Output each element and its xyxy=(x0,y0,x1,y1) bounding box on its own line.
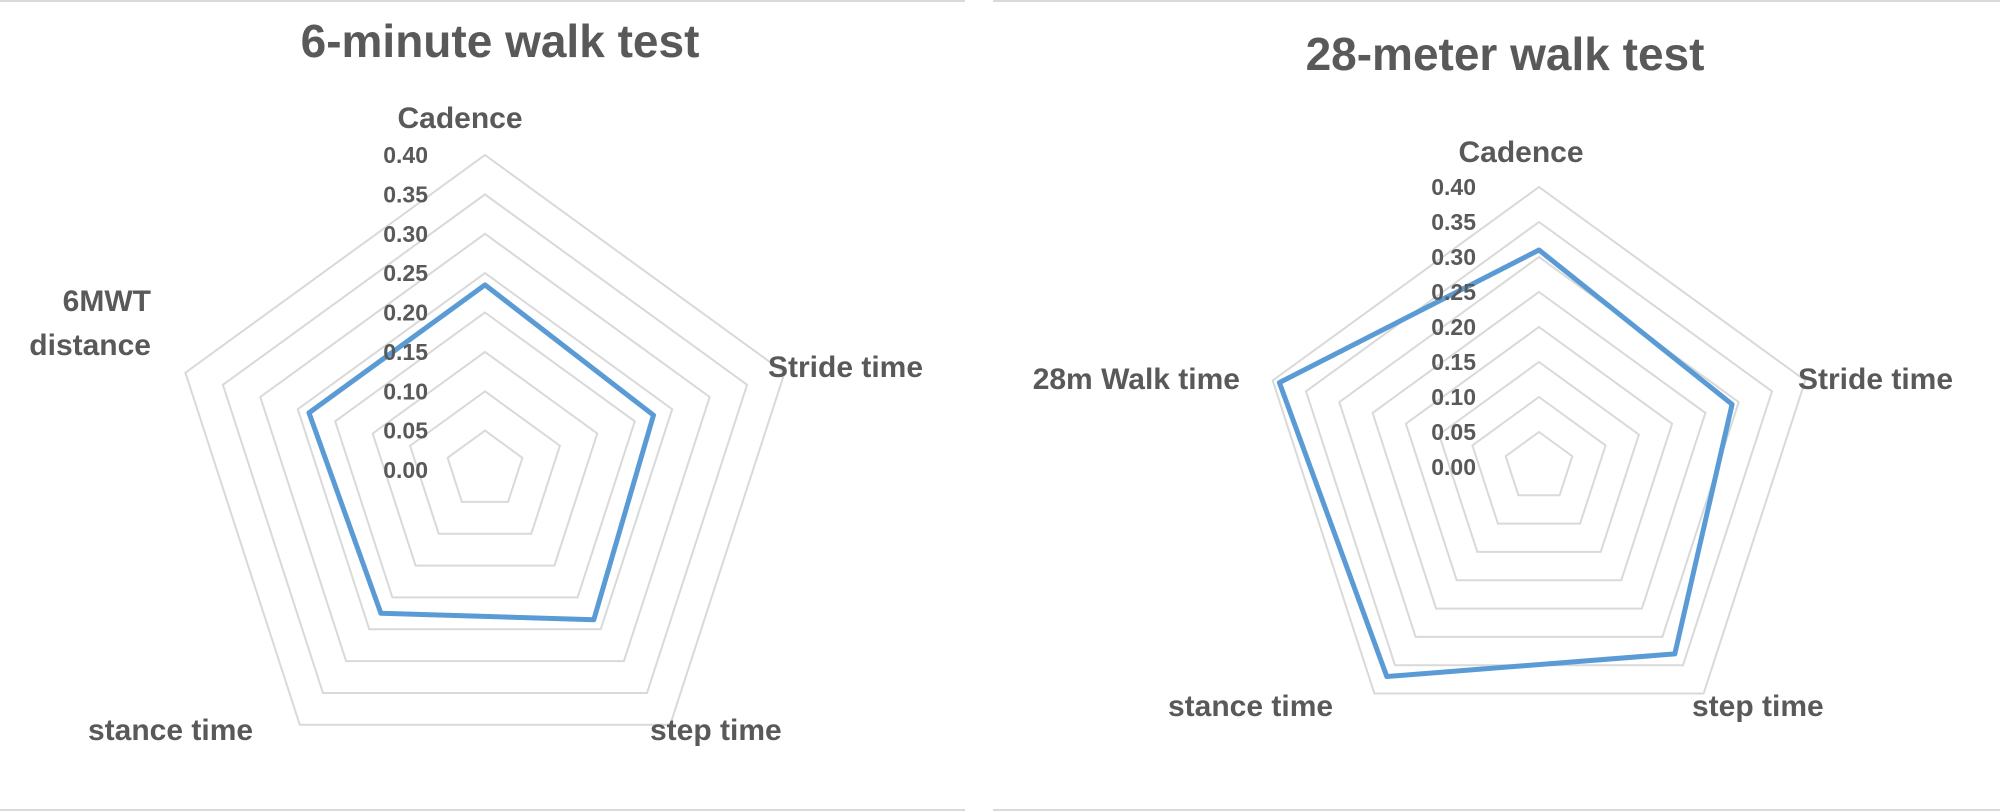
radial-tick-label: 0.05 xyxy=(1431,419,1476,445)
radial-tick-label: 0.35 xyxy=(1431,209,1476,235)
radial-tick-label: 0.40 xyxy=(383,142,428,168)
radial-tick-label: 0.00 xyxy=(1431,454,1476,480)
grid-ring xyxy=(1471,395,1607,525)
radar-grid xyxy=(184,153,786,726)
radar-panel-28m: 28-meter walk test 0.000.050.100.150.200… xyxy=(993,0,2000,811)
category-label: Stride time xyxy=(768,351,923,384)
category-label: stance time xyxy=(88,714,253,747)
radial-tick-labels: 0.00 0.05 0.10 0.15 0.20 0.25 0.30 0.35 0.40 xyxy=(1431,174,1476,480)
radial-tick-label: 0.30 xyxy=(383,221,428,247)
radial-tick-label: 0.25 xyxy=(383,260,428,286)
grid-ring xyxy=(1304,220,1774,667)
radial-tick-label: 0.25 xyxy=(1431,279,1476,305)
radial-tick-label: 0.05 xyxy=(383,418,428,444)
radial-tick-labels: 0.00 0.05 0.10 0.15 0.20 0.25 0.30 0.35 0.40 xyxy=(383,142,428,483)
radial-tick-label: 0.15 xyxy=(1431,349,1476,375)
series-polygon xyxy=(306,282,656,623)
grid-ring xyxy=(296,271,674,631)
grid-ring xyxy=(259,232,711,663)
grid-ring xyxy=(408,390,562,535)
radial-tick-label: 0.15 xyxy=(383,339,428,365)
radar-panel-6mwt: 6-minute walk test 0.000.050.100.150.200… xyxy=(0,0,965,811)
category-label: stance time xyxy=(1168,690,1333,723)
radial-tick-label: 0.20 xyxy=(383,300,428,326)
category-label: Cadence xyxy=(397,102,522,135)
grid-ring xyxy=(446,429,524,503)
chart-title: 28-meter walk test xyxy=(1306,28,1705,80)
grid-ring xyxy=(221,193,749,694)
category-labels: Cadence Stride time step time stance time 6M… xyxy=(29,102,923,747)
grid-ring xyxy=(1371,290,1707,610)
grid-ring xyxy=(371,350,599,567)
grid-ring xyxy=(1338,255,1740,638)
category-label: 6MWT xyxy=(63,285,151,318)
grid-ring xyxy=(1404,325,1674,582)
radar-series-layer xyxy=(1276,247,1735,679)
category-label: Cadence xyxy=(1458,136,1583,169)
radial-tick-label: 0.10 xyxy=(1431,384,1476,410)
grid-ring xyxy=(1504,430,1574,497)
category-label: step time xyxy=(1692,690,1824,723)
category-label: distance xyxy=(29,329,151,362)
category-label: step time xyxy=(650,714,782,747)
radial-tick-label: 0.35 xyxy=(383,181,428,207)
category-label: Stride time xyxy=(1798,363,1953,396)
grid-ring xyxy=(334,311,636,599)
radar-series-layer xyxy=(306,282,656,623)
category-label: 28m Walk time xyxy=(1033,363,1240,396)
radial-tick-label: 0.30 xyxy=(1431,244,1476,270)
grid-ring xyxy=(184,153,786,726)
series-polygon xyxy=(1276,247,1735,679)
chart-title: 6-minute walk test xyxy=(301,15,700,67)
radial-tick-label: 0.10 xyxy=(383,378,428,404)
grid-ring xyxy=(1271,185,1807,695)
grid-ring xyxy=(1437,360,1641,553)
radar-grid xyxy=(1271,185,1807,695)
radial-tick-label: 0.00 xyxy=(383,457,428,483)
category-labels: Cadence Stride time step time stance time 28… xyxy=(1033,136,1953,723)
radial-tick-label: 0.20 xyxy=(1431,314,1476,340)
radial-tick-label: 0.40 xyxy=(1431,174,1476,200)
